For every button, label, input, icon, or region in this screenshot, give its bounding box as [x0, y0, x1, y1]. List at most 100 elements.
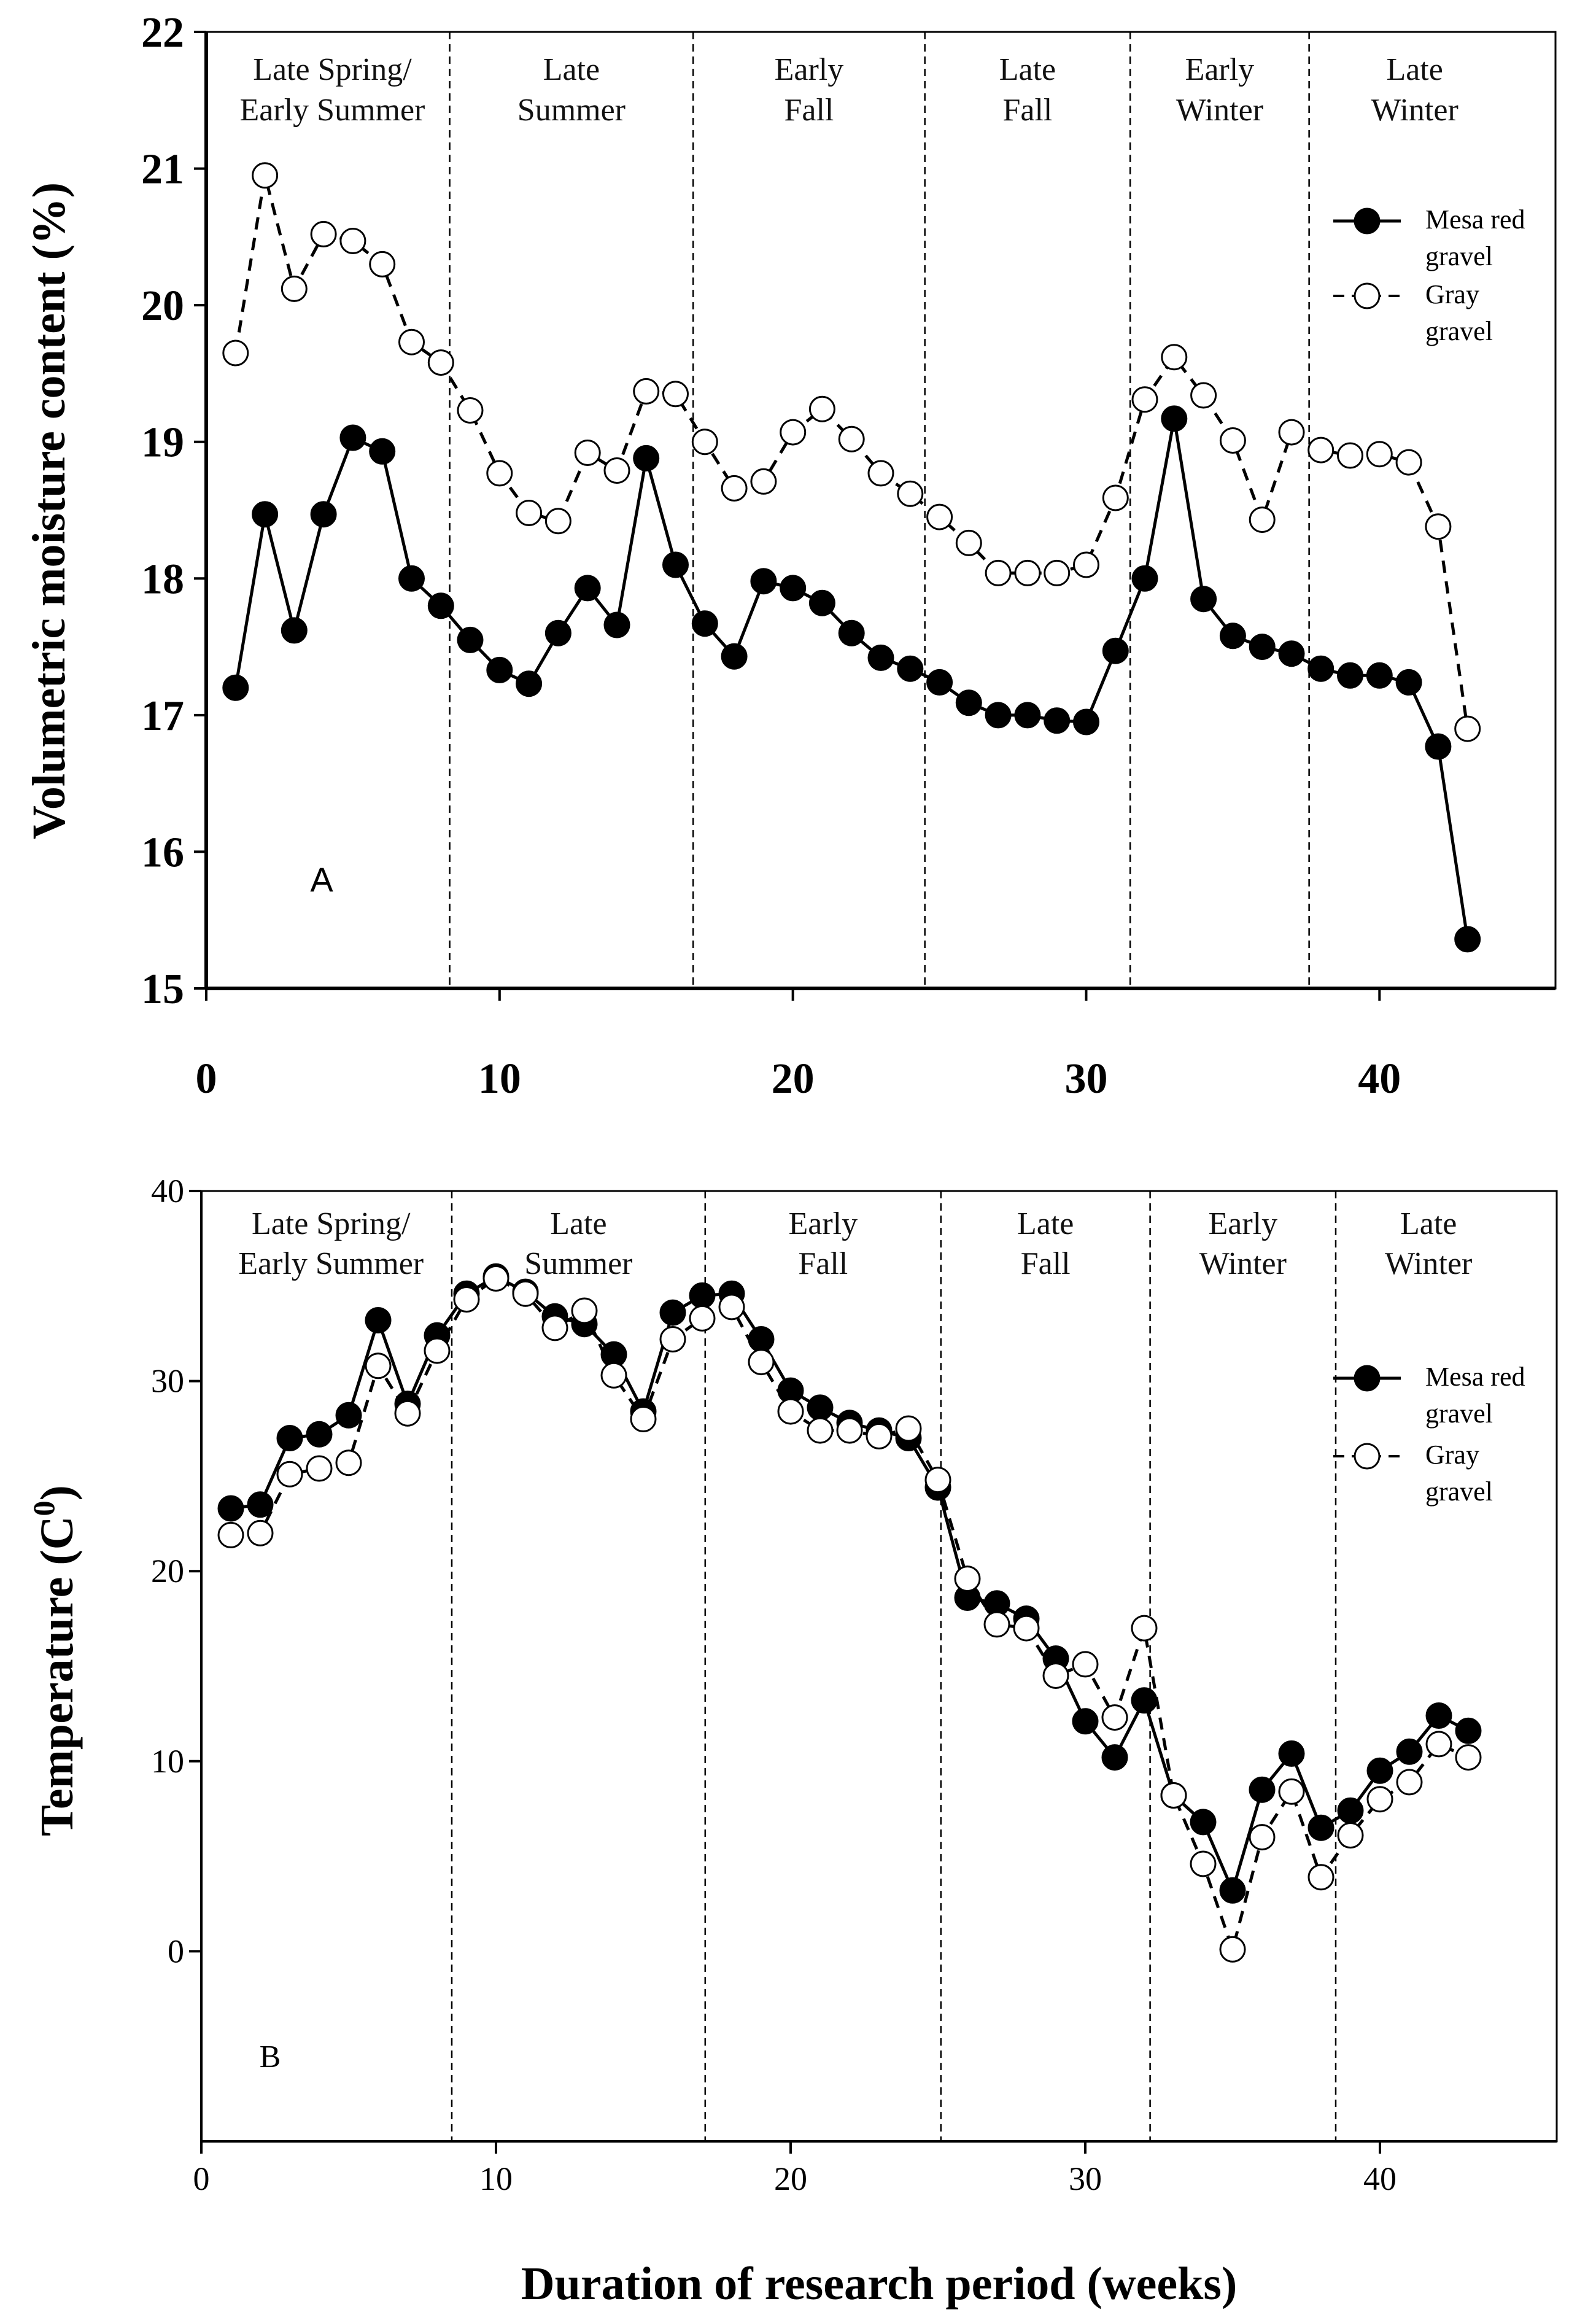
temperature-y-ticks: 0 10 20 30 40 — [151, 1173, 201, 1969]
moisture-season-label-line2: Winter — [1176, 93, 1263, 128]
moisture-gray-point — [398, 328, 425, 355]
moisture-legend-gray-marker — [1354, 282, 1381, 309]
temperature-gray-point — [217, 1521, 244, 1548]
temperature-season-label-line1: Early — [1208, 1206, 1277, 1241]
temperature-mesa-red-point — [748, 1326, 775, 1352]
temperature-mesa-red-point — [247, 1491, 274, 1518]
temperature-gray-point — [1396, 1769, 1423, 1796]
moisture-mesa-red-point — [1337, 662, 1363, 689]
temperature-series — [217, 1263, 1482, 1963]
temperature-gray-point — [718, 1294, 745, 1321]
moisture-mesa-red-point — [985, 702, 1012, 729]
temperature-mesa-red-point — [276, 1425, 303, 1451]
temperature-y-axis-title-close: ) — [31, 1485, 83, 1500]
moisture-season-label-line1: Early — [1185, 52, 1255, 87]
moisture-mesa-red-point — [1395, 669, 1422, 696]
moisture-x-tick-label: 30 — [1064, 1055, 1107, 1103]
temperature-gray-point — [1219, 1936, 1246, 1963]
temperature-gray-point — [424, 1337, 451, 1364]
temperature-gray-point — [1072, 1651, 1099, 1678]
temperature-gray-point — [924, 1467, 951, 1494]
moisture-gray-point — [603, 457, 630, 484]
moisture-gray-point — [369, 250, 396, 277]
moisture-mesa-red-point — [1073, 708, 1099, 735]
temperature-mesa-red-point — [689, 1282, 716, 1309]
temperature-mesa-red-point — [1131, 1687, 1158, 1714]
temperature-season-label-line2: Winter — [1385, 1246, 1472, 1281]
moisture-gray-point — [838, 425, 865, 452]
temperature-gray-point — [983, 1611, 1010, 1638]
moisture-mesa-red-point — [1219, 623, 1246, 650]
temperature-mesa-red-point — [1278, 1740, 1305, 1767]
moisture-panel-label: A — [310, 860, 333, 899]
moisture-mesa-red-point — [955, 689, 982, 716]
temperature-mesa-red-point — [1425, 1702, 1452, 1729]
temperature-gray-point — [541, 1314, 568, 1341]
temperature-gray-point — [1307, 1864, 1335, 1891]
moisture-mesa-red-point — [339, 424, 366, 451]
temperature-gray-point — [247, 1519, 274, 1546]
temperature-season-label-line1: Late Spring/ — [252, 1206, 411, 1241]
moisture-gray-point — [1044, 559, 1071, 586]
moisture-gray-point — [486, 460, 513, 487]
moisture-gray-point — [955, 529, 982, 556]
temperature-mesa-red-point — [1455, 1717, 1482, 1744]
temperature-season-label-line2: Fall — [798, 1246, 848, 1281]
moisture-mesa-red-point — [1161, 405, 1188, 432]
moisture-mesa-red-point — [838, 619, 865, 646]
temperature-y-tick-label: 30 — [151, 1363, 184, 1400]
moisture-gray-point — [1073, 551, 1099, 578]
moisture-gray-point — [457, 397, 484, 424]
temperature-panel-label: B — [260, 2039, 281, 2074]
moisture-gray-point — [1337, 442, 1363, 469]
temperature-gray-point — [571, 1297, 598, 1324]
moisture-mesa-red-point — [486, 656, 513, 683]
temperature-y-axis-title-superscript: 0 — [26, 1500, 61, 1516]
temperature-mesa-red-point — [335, 1402, 362, 1429]
moisture-y-tick-label: 21 — [141, 146, 184, 193]
temperature-gray-point — [1131, 1615, 1158, 1642]
moisture-mesa-red-point — [310, 501, 337, 528]
temperature-legend-gray-marker — [1354, 1443, 1381, 1470]
moisture-gray-point — [339, 228, 366, 254]
moisture-mesa-red-point — [516, 670, 543, 697]
temperature-mesa-red-point — [1396, 1738, 1423, 1765]
moisture-season-label-line1: Late — [543, 52, 600, 87]
moisture-gray-point — [721, 475, 748, 502]
moisture-gray-point — [1454, 715, 1481, 742]
temperature-gray-point — [306, 1455, 333, 1482]
temperature-x-tick-label: 0 — [193, 2160, 210, 2197]
moisture-gray-point — [897, 480, 924, 507]
temperature-gray-point — [777, 1398, 804, 1425]
moisture-mesa-red-point — [1190, 586, 1217, 613]
temperature-mesa-red-point — [1307, 1814, 1335, 1841]
temperature-mesa-red-point — [1249, 1776, 1276, 1803]
moisture-y-tick-label: 19 — [141, 419, 184, 467]
temperature-gray-point — [512, 1280, 539, 1307]
moisture-mesa-red-point — [808, 589, 835, 616]
moisture-gray-point — [281, 275, 308, 302]
temperature-legend: Mesa red gravel Gray gravel — [1333, 1362, 1525, 1507]
temperature-gray-point — [659, 1326, 686, 1352]
temperature-x-tick-label: 40 — [1363, 2160, 1396, 2197]
moisture-gray-point — [574, 440, 601, 466]
moisture-mesa-red-point — [1425, 733, 1452, 760]
temperature-gray-point — [394, 1400, 421, 1427]
moisture-gray-point — [252, 162, 279, 189]
moisture-mesa-red-point — [222, 674, 249, 701]
temperature-mesa-red-point — [306, 1421, 333, 1448]
moisture-gray-point — [780, 419, 807, 446]
temperature-y-axis-title: Temperature (C0) — [26, 1485, 83, 1836]
moisture-y-axis-title: Volumetric moisture content (%) — [23, 182, 75, 839]
temperature-gray-point — [335, 1449, 362, 1476]
moisture-gray-point — [691, 429, 718, 456]
moisture-gray-point — [1161, 344, 1188, 371]
temperature-mesa-red-point — [1072, 1708, 1099, 1735]
temperature-mesa-red-point — [365, 1307, 392, 1333]
temperature-gray-point — [453, 1286, 480, 1313]
moisture-mesa-red-point — [1249, 634, 1276, 661]
temperature-gray-point — [689, 1305, 716, 1332]
moisture-gray-point — [1307, 436, 1335, 464]
